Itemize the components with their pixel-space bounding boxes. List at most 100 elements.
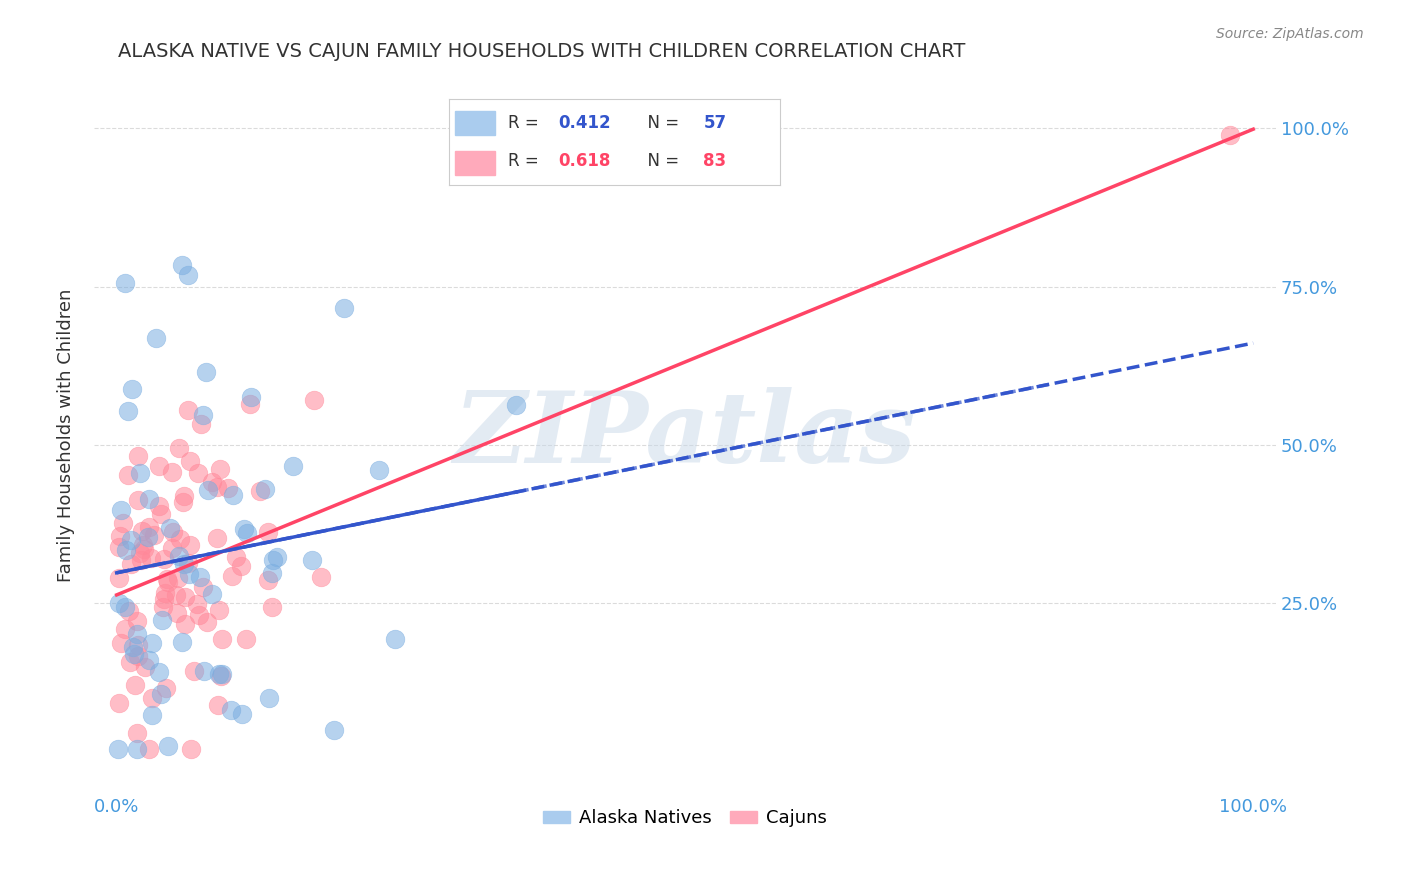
Point — [209, 669, 232, 683]
Point — [170, 635, 193, 649]
Point — [173, 617, 195, 632]
Point — [120, 655, 142, 669]
Point — [301, 552, 323, 566]
Point — [125, 614, 148, 628]
Point — [127, 638, 149, 652]
Point — [122, 640, 145, 654]
Point — [191, 408, 214, 422]
Point — [120, 533, 142, 548]
Point — [141, 691, 163, 706]
Point — [208, 462, 231, 476]
Point — [138, 653, 160, 667]
Legend: Alaska Natives, Cajuns: Alaska Natives, Cajuns — [536, 802, 834, 834]
Point — [127, 449, 149, 463]
Point — [1219, 128, 1241, 142]
Point — [235, 632, 257, 647]
Point — [166, 571, 188, 585]
Point — [148, 458, 170, 473]
Point — [117, 404, 139, 418]
Point — [190, 417, 212, 431]
Point — [110, 503, 132, 517]
Point — [169, 549, 191, 563]
Point — [173, 489, 195, 503]
Point — [118, 604, 141, 618]
Point — [384, 632, 406, 646]
Point — [138, 520, 160, 534]
Point — [108, 571, 131, 585]
Point — [217, 481, 239, 495]
Point — [107, 596, 129, 610]
Point — [110, 636, 132, 650]
Point — [225, 549, 247, 564]
Point — [200, 475, 222, 489]
Point — [114, 600, 136, 615]
Point — [207, 480, 229, 494]
Point — [111, 516, 134, 530]
Point — [143, 528, 166, 542]
Text: ALASKA NATIVE VS CAJUN FAMILY HOUSEHOLDS WITH CHILDREN CORRELATION CHART: ALASKA NATIVE VS CAJUN FAMILY HOUSEHOLDS… — [118, 42, 965, 61]
Point — [159, 521, 181, 535]
Point — [183, 664, 205, 678]
Point — [239, 390, 262, 404]
Y-axis label: Family Households with Children: Family Households with Children — [58, 289, 75, 582]
Point — [180, 742, 202, 756]
Point — [172, 494, 194, 508]
Point — [368, 462, 391, 476]
Point — [125, 725, 148, 739]
Point — [122, 647, 145, 661]
Point — [152, 600, 174, 615]
Point — [211, 666, 233, 681]
Point — [201, 587, 224, 601]
Point — [309, 570, 332, 584]
Point — [148, 499, 170, 513]
Point — [108, 529, 131, 543]
Point — [257, 525, 280, 540]
Point — [211, 632, 233, 647]
Point — [132, 537, 155, 551]
Point — [262, 566, 284, 580]
Point — [134, 660, 156, 674]
Point — [207, 698, 229, 712]
Point — [505, 398, 527, 412]
Point — [205, 531, 228, 545]
Point — [177, 566, 200, 581]
Point — [128, 466, 150, 480]
Point — [139, 550, 162, 565]
Point — [257, 691, 280, 706]
Point — [333, 301, 356, 316]
Point — [162, 525, 184, 540]
Point — [114, 542, 136, 557]
Point — [136, 531, 159, 545]
Point — [249, 484, 271, 499]
Point — [186, 597, 208, 611]
Point — [221, 569, 243, 583]
Point — [323, 723, 346, 738]
Point — [195, 615, 218, 629]
Point — [108, 541, 131, 555]
Point — [239, 397, 262, 411]
Point — [131, 524, 153, 538]
Point — [176, 556, 198, 570]
Point — [117, 468, 139, 483]
Point — [160, 465, 183, 479]
Point — [150, 508, 173, 522]
Point — [179, 538, 201, 552]
Point — [121, 383, 143, 397]
Point — [262, 553, 284, 567]
Point — [152, 592, 174, 607]
Point — [125, 627, 148, 641]
Point — [302, 393, 325, 408]
Point — [149, 687, 172, 701]
Point — [266, 549, 288, 564]
Point — [155, 681, 177, 696]
Point — [141, 636, 163, 650]
Point — [188, 570, 211, 584]
Point — [193, 664, 215, 678]
Point — [262, 600, 284, 615]
Point — [191, 580, 214, 594]
Point — [179, 454, 201, 468]
Point — [177, 403, 200, 417]
Point — [173, 558, 195, 572]
Point — [114, 622, 136, 636]
Point — [127, 492, 149, 507]
